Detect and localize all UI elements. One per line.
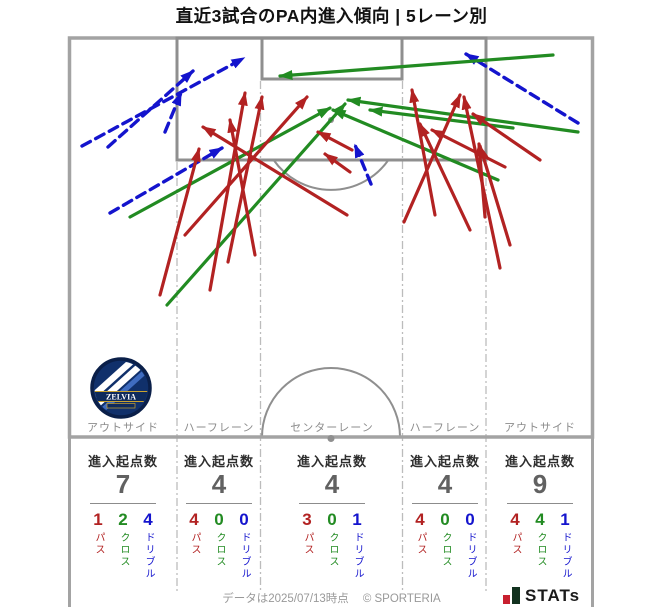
stats-brand-logo: STATs: [503, 587, 580, 604]
stat-total: 9: [532, 469, 548, 499]
arrow-dribble: [353, 143, 373, 186]
cross-count: 0: [214, 509, 224, 529]
pass-label: パス: [189, 531, 200, 556]
dribble-label: ドリブル: [143, 531, 154, 580]
arrow-pass: [226, 95, 265, 264]
arrow-pass: [208, 91, 248, 292]
pass-label: パス: [510, 531, 521, 556]
stats-column-outside-right: 進入起点数 9 4 パス 4 クロス 1 ドリブル: [487, 443, 593, 580]
arrow-pass: [201, 125, 349, 217]
dribble-label: ドリブル: [352, 531, 363, 580]
data-timestamp: データは2025/07/13時点: [222, 593, 349, 605]
cross-count: 0: [440, 509, 450, 529]
arrow-dribble: [464, 52, 580, 125]
cross-label: クロス: [118, 531, 129, 568]
stat-total: 4: [324, 469, 340, 499]
page-title: 直近3試合のPA内進入傾向 | 5レーン別: [175, 6, 488, 26]
stat-label: 進入起点数: [409, 454, 480, 469]
pass-count: 4: [415, 509, 425, 529]
stat-total: 4: [211, 469, 227, 499]
arrow-pass: [316, 130, 354, 152]
stats-column-half-left: 進入起点数 4 4 パス 0 クロス 0 ドリブル: [177, 443, 261, 580]
cross-count: 0: [327, 509, 337, 529]
center-spot: [327, 435, 335, 442]
dribble-label: ドリブル: [465, 531, 476, 580]
lane-label-outside-right: アウトサイド: [504, 422, 576, 434]
arrow-pass: [418, 122, 472, 232]
stats-column-half-right: 進入起点数 4 4 パス 0 クロス 0 ドリブル: [403, 443, 487, 580]
stat-rule: [507, 502, 573, 504]
dribble-label: ドリブル: [239, 531, 250, 580]
lane-stats-panel: 進入起点数 7 1 パス 2 クロス 4 ドリブル 進入起点数 4 4 パス 0 クロス …: [69, 443, 593, 580]
pass-count: 1: [93, 509, 103, 529]
stat-total: 7: [115, 469, 131, 499]
arrow-cross: [128, 106, 332, 219]
dribble-count: 0: [465, 509, 475, 529]
stat-label: 進入起点数: [296, 454, 367, 469]
stat-rule: [412, 502, 478, 504]
dribble-count: 1: [352, 509, 362, 529]
lane-label-outside-left: アウトサイド: [87, 422, 159, 434]
lane-label-half-right: ハーフレーン: [409, 422, 481, 434]
pass-label: パス: [302, 531, 313, 556]
lane-label-row: アウトサイド ハーフレーン センターレーン ハーフレーン アウトサイド: [69, 419, 593, 435]
lane-label-center: センターレーン: [290, 422, 374, 434]
cross-label: クロス: [214, 531, 225, 568]
pass-count: 4: [510, 509, 520, 529]
arrow-pass: [183, 95, 309, 237]
copyright: © SPORTERIA: [362, 593, 441, 605]
arrow-cross: [331, 108, 500, 182]
lane-label-half-left: ハーフレーン: [183, 422, 255, 434]
arrow-pass: [402, 93, 462, 224]
arrow-pass: [478, 144, 512, 247]
team-logo-text: ZELVIA: [106, 393, 136, 402]
arrow-dribble: [106, 69, 195, 149]
dribble-count: 4: [143, 509, 153, 529]
arrow-pass: [409, 88, 437, 217]
stat-label: 進入起点数: [87, 454, 158, 469]
dribble-label: ドリブル: [560, 531, 571, 580]
arrow-pass: [158, 147, 201, 297]
dribble-count: 0: [239, 509, 249, 529]
arrows-layer: [80, 52, 580, 307]
stats-column-center: 進入起点数 4 3 パス 0 クロス 1 ドリブル: [261, 443, 403, 580]
stat-label: 進入起点数: [183, 454, 254, 469]
arrow-pass: [430, 128, 507, 169]
cross-count: 4: [535, 509, 545, 529]
stat-rule: [90, 502, 156, 504]
arrow-cross: [278, 53, 555, 81]
arrow-pass: [323, 152, 352, 174]
stat-total: 4: [437, 469, 453, 499]
arrow-dribble: [80, 56, 246, 148]
cross-label: クロス: [535, 531, 546, 568]
cross-label: クロス: [327, 531, 338, 568]
pass-label: パス: [415, 531, 426, 556]
cross-label: クロス: [440, 531, 451, 568]
stats-column-outside-left: 進入起点数 7 1 パス 2 クロス 4 ドリブル: [69, 443, 177, 580]
arrow-cross: [346, 96, 580, 134]
stat-rule: [186, 502, 252, 504]
arrow-dribble: [108, 146, 224, 215]
goal-area: [260, 36, 404, 81]
arrow-dribble: [163, 91, 183, 134]
arrow-pass: [461, 95, 502, 270]
team-logo: ZELVIA: [90, 357, 152, 419]
arrow-cross: [165, 102, 347, 307]
pass-label: パス: [93, 531, 104, 556]
cross-count: 2: [118, 509, 128, 529]
arrow-pass: [471, 112, 542, 162]
pass-count: 4: [189, 509, 199, 529]
stat-rule: [299, 502, 365, 504]
stat-label: 進入起点数: [504, 454, 575, 469]
footer-note: データは2025/07/13時点 © SPORTERIA: [0, 590, 663, 606]
center-circle: [261, 367, 401, 438]
arrow-pass: [227, 118, 257, 257]
bar-chart-icon: [503, 587, 520, 604]
pass-count: 3: [302, 509, 312, 529]
brand-text: STATs: [525, 586, 581, 605]
dribble-count: 1: [560, 509, 570, 529]
